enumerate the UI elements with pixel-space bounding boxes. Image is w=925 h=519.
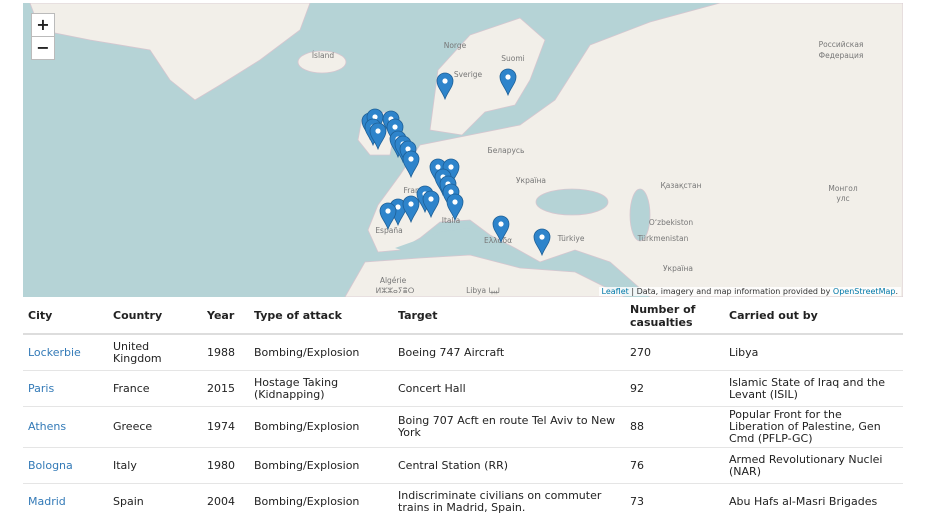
place-label: Sverige [454,70,483,79]
place-label: Беларусь [488,146,525,155]
city-link[interactable]: Paris [23,371,108,407]
osm-link[interactable]: OpenStreetMap [833,287,896,296]
table-cell: 270 [625,334,724,371]
place-label: Oʻzbekiston [649,218,693,227]
column-header: Number of casualties [625,298,724,334]
place-label: Федерация [819,51,864,60]
table-cell: France [108,371,202,407]
place-label: Algérie [380,276,407,285]
table-cell: 76 [625,448,724,484]
table-cell: 2004 [202,484,249,519]
place-label: Norge [444,41,467,50]
attribution-end: . [895,287,898,296]
zoom-in[interactable]: + [31,13,55,37]
table-cell: Concert Hall [393,371,625,407]
place-label: ⵍⵣⵣⴰⵢⴻⵔ [376,286,415,295]
zoom-out[interactable]: − [31,36,55,60]
leaflet-link[interactable]: Leaflet [602,287,629,296]
marker-dot [498,221,503,226]
black-sea [536,189,608,215]
table-cell: Islamic State of Iraq and the Levant (IS… [724,371,903,407]
city-link[interactable]: Bologna [23,448,108,484]
table-cell: Bombing/Explosion [249,407,393,448]
table-cell: Spain [108,484,202,519]
column-header: Target [393,298,625,334]
place-label: улс [836,194,849,203]
attribution: Leaflet | Data, imagery and map informat… [599,287,901,296]
table-cell: Central Station (RR) [393,448,625,484]
table-cell: Indiscriminate civilians on commuter tra… [393,484,625,519]
city-link[interactable]: Athens [23,407,108,448]
marker-dot [448,164,453,169]
place-label: Libya ليبيا [466,286,500,295]
place-label: Suomi [501,54,525,63]
column-header: Carried out by [724,298,903,334]
table-cell: 1974 [202,407,249,448]
place-label: Italia [442,216,461,225]
marker-dot [442,78,447,83]
map: Ísland Norge Sverige Suomi Российская Федерац… [23,3,903,297]
table-cell: Boing 707 Acft en route Tel Aviv to New … [393,407,625,448]
marker-dot [428,196,433,201]
place-label: Ελλάδα [484,236,512,245]
marker-dot [408,201,413,206]
table-cell: 73 [625,484,724,519]
table-cell: Popular Front for the Liberation of Pale… [724,407,903,448]
table-cell: 92 [625,371,724,407]
column-header: Year [202,298,249,334]
place-label: Российская [819,40,864,49]
place-label: Монгол [828,184,857,193]
table-cell: 1980 [202,448,249,484]
table-cell: Boeing 747 Aircraft [393,334,625,371]
marker-dot [408,156,413,161]
column-header: Country [108,298,202,334]
marker-dot [395,204,400,209]
column-header: Type of attack [249,298,393,334]
marker-dot [505,74,510,79]
marker-dot [385,208,390,213]
table-cell: 1988 [202,334,249,371]
place-label: Україна [663,264,693,273]
place-label: Қазақстан [660,181,701,190]
column-header: City [23,298,108,334]
table-cell: Armed Revolutionary Nuclei (NAR) [724,448,903,484]
page: Ísland Norge Sverige Suomi Российская Федерац… [0,0,925,499]
place-label: Türkiye [557,234,585,243]
city-link[interactable]: Madrid [23,484,108,519]
marker-dot [539,234,544,239]
table-cell: 88 [625,407,724,448]
place-label: Türkmenistan [637,234,689,243]
table-cell: Greece [108,407,202,448]
table-cell: United Kingdom [108,334,202,371]
table-cell: Abu Hafs al-Masri Brigades [724,484,903,519]
city-link[interactable]: Lockerbie [23,334,108,371]
marker-dot [375,128,380,133]
table-cell: Hostage Taking (Kidnapping) [249,371,393,407]
place-label: Ísland [312,51,335,60]
table-cell: Bombing/Explosion [249,448,393,484]
marker-dot [435,164,440,169]
marker-dot [448,189,453,194]
attribution-text: | Data, imagery and map information prov… [631,287,830,296]
table-cell: Bombing/Explosion [249,334,393,371]
table-cell: Libya [724,334,903,371]
table-cell: Italy [108,448,202,484]
table-cell: Bombing/Explosion [249,484,393,519]
place-label: Україна [516,176,546,185]
table-cell: 2015 [202,371,249,407]
marker-dot [392,124,397,129]
marker-dot [452,199,457,204]
